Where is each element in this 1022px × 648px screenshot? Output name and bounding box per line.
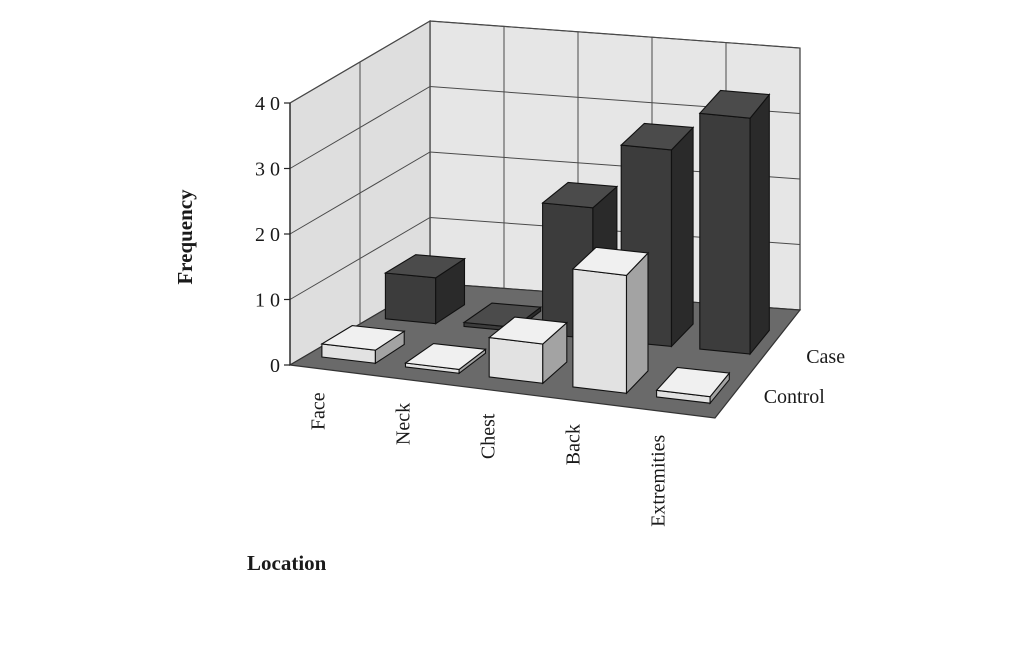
- case-bar-back: [619, 122, 695, 348]
- control-bar-chest: [487, 316, 569, 385]
- category-label: Back: [563, 424, 585, 465]
- category-label: Face: [308, 392, 330, 430]
- category-label: Neck: [393, 403, 415, 445]
- axis-labels: Frequency Location: [173, 189, 327, 575]
- y-axis-title: Frequency: [173, 189, 197, 285]
- control-bar-neck: [403, 343, 487, 375]
- control-bar-face: [320, 325, 406, 365]
- control-bar-extremities: [655, 366, 731, 405]
- category-label: Chest: [478, 413, 500, 459]
- y-tick-label: 2 0: [255, 224, 280, 246]
- series-label-case: Case: [806, 346, 845, 368]
- category-label: Extremities: [648, 434, 670, 526]
- y-tick-label: 3 0: [255, 159, 280, 181]
- series-label-control: Control: [764, 386, 826, 408]
- x-axis-title: Location: [247, 551, 327, 575]
- gridline: [289, 20, 801, 104]
- bars: [320, 89, 771, 405]
- y-tick-label: 0: [270, 355, 280, 377]
- y-tick-labels: 0 1 0 2 0 3 0 4 0: [255, 93, 290, 377]
- control-bar-back: [571, 246, 650, 395]
- gridline: [289, 85, 801, 169]
- y-tick-label: 1 0: [255, 290, 280, 312]
- case-bar-extremities: [698, 89, 771, 356]
- y-tick-label: 4 0: [255, 93, 280, 115]
- series-labels: Case Control: [764, 346, 846, 408]
- category-labels: Face Neck Chest Back Extremities: [308, 392, 670, 527]
- case-bar-face: [383, 254, 467, 325]
